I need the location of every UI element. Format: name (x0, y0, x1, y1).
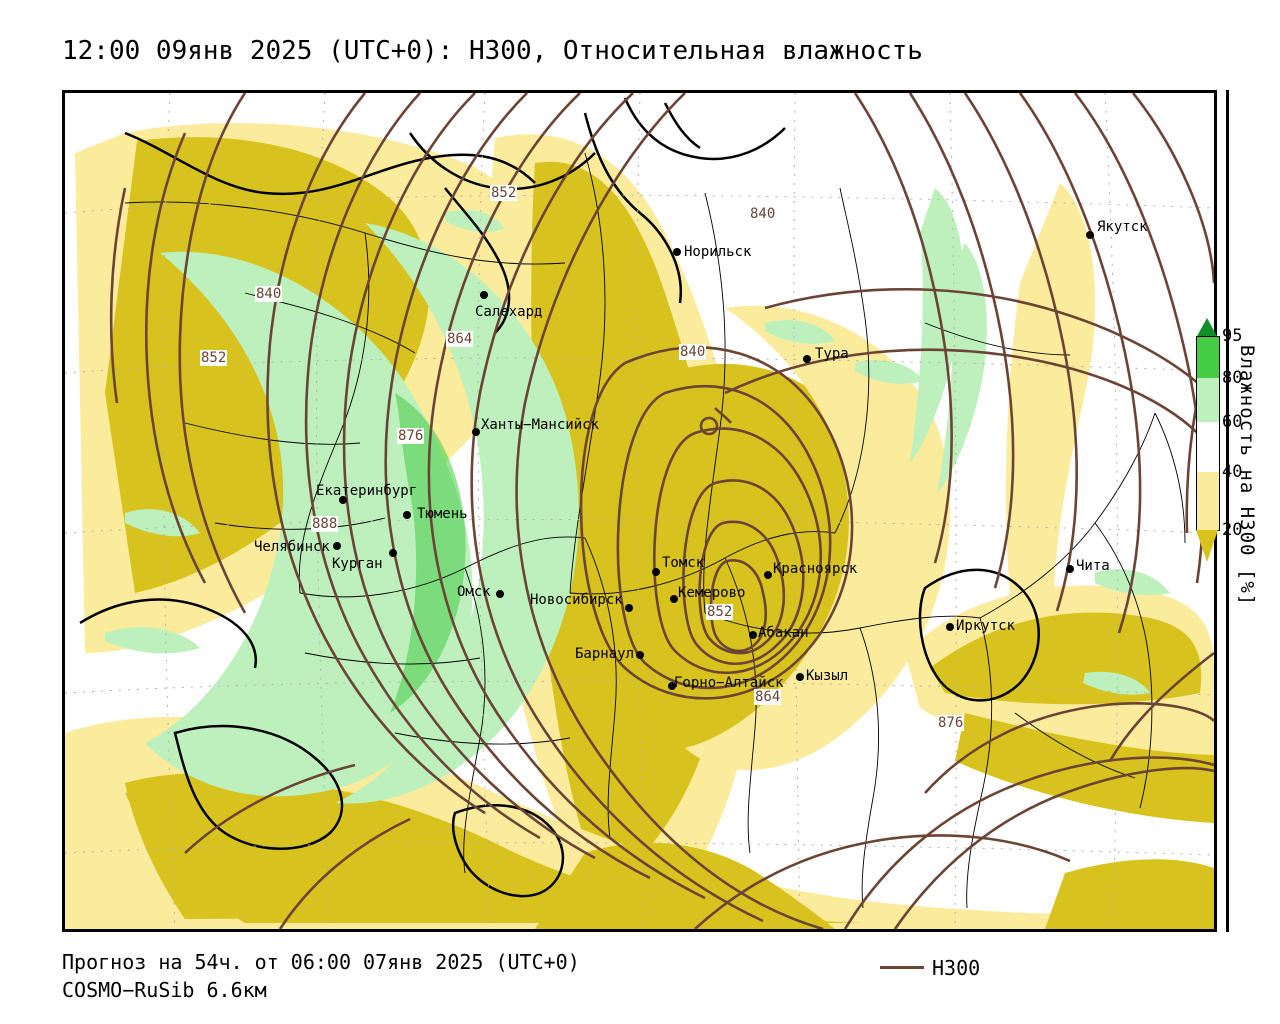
city-label: Новосибирск (530, 592, 623, 608)
city-label: Кызыл (806, 668, 849, 684)
city-label: Горно−Алтайск (674, 675, 784, 691)
city-dot (670, 595, 678, 603)
city-label: Ханты−Мансийск (481, 417, 600, 433)
city-dot (472, 428, 480, 436)
contour-label: 876 (397, 428, 425, 444)
contour-label: 864 (754, 689, 782, 705)
city-dot (1066, 565, 1074, 573)
contour-label: 840 (749, 206, 777, 222)
city-label: Томск (662, 555, 705, 571)
city-label: Салехард (475, 304, 543, 320)
city-label: Красноярск (773, 561, 858, 577)
colorbar: 95 80 60 40 20 (1196, 328, 1242, 539)
colorbar-axis-line (1226, 90, 1229, 932)
contour-label: 840 (679, 344, 707, 360)
contour-label: 840 (255, 286, 283, 302)
colorbar-band-40-60 (1196, 422, 1220, 472)
forecast-info-line: Прогноз на 54ч. от 06:00 07янв 2025 (UTC… (62, 950, 580, 974)
colorbar-band-20-40 (1196, 472, 1220, 531)
city-label: Тюмень (417, 506, 468, 522)
city-dot (403, 511, 411, 519)
colorbar-band-60-80 (1196, 378, 1220, 422)
city-dot (796, 673, 804, 681)
colorbar-tick-60: 60 (1222, 412, 1243, 432)
city-dot (1086, 231, 1094, 239)
colorbar-tick-80: 80 (1222, 368, 1243, 388)
city-dot (673, 248, 681, 256)
colorbar-arrow-low (1196, 530, 1218, 562)
colorbar-axis-label: Влажность на H300 [%] (1236, 345, 1258, 607)
city-label: Тура (815, 346, 849, 362)
contour-label: 852 (490, 185, 518, 201)
city-dot (389, 549, 397, 557)
contour-label: 852 (200, 350, 228, 366)
page-title: 12:00 09янв 2025 (UTC+0): H300, Относите… (62, 36, 923, 66)
city-label: Норильск (684, 244, 752, 260)
city-dot (803, 355, 811, 363)
city-label: Чита (1076, 558, 1110, 574)
city-label: Иркутск (956, 618, 1016, 634)
city-dot (480, 291, 488, 299)
city-dot (625, 604, 633, 612)
city-label: Кемерово (678, 585, 746, 601)
colorbar-tick-95: 95 (1222, 326, 1243, 346)
colorbar-band-80-95 (1196, 336, 1220, 379)
city-label: Челябинск (254, 539, 330, 555)
contour-label: 852 (706, 604, 734, 620)
city-dot (652, 568, 660, 576)
colorbar-tick-20: 20 (1222, 520, 1243, 540)
city-dot (946, 623, 954, 631)
city-dot (339, 496, 347, 504)
map-canvas (65, 93, 1214, 929)
city-label: Абакан (758, 625, 809, 641)
city-label: Омск (457, 584, 491, 600)
contour-label: 864 (446, 331, 474, 347)
city-label: Екатеринбург (316, 483, 418, 499)
city-dot (636, 651, 644, 659)
city-dot (749, 631, 757, 639)
city-label: Курган (332, 556, 383, 572)
city-dot (333, 542, 341, 550)
city-dot (496, 590, 504, 598)
contour-legend-swatch (880, 966, 924, 969)
colorbar-tick-40: 40 (1222, 462, 1243, 482)
latlon-grid (65, 93, 1214, 929)
city-dot (764, 571, 772, 579)
city-label: Якутск (1097, 219, 1148, 235)
contour-legend-label: H300 (932, 956, 981, 980)
contour-label: 876 (937, 715, 965, 731)
city-label: Барнаул (575, 646, 635, 662)
city-dot (668, 682, 676, 690)
map-frame[interactable]: 852 840 852 864 840 840 876 888 852 864 … (62, 90, 1217, 932)
model-info-line: COSMO−RuSib 6.6км (62, 978, 267, 1002)
contour-label: 888 (311, 516, 339, 532)
colorbar-arrow-high (1196, 318, 1218, 338)
